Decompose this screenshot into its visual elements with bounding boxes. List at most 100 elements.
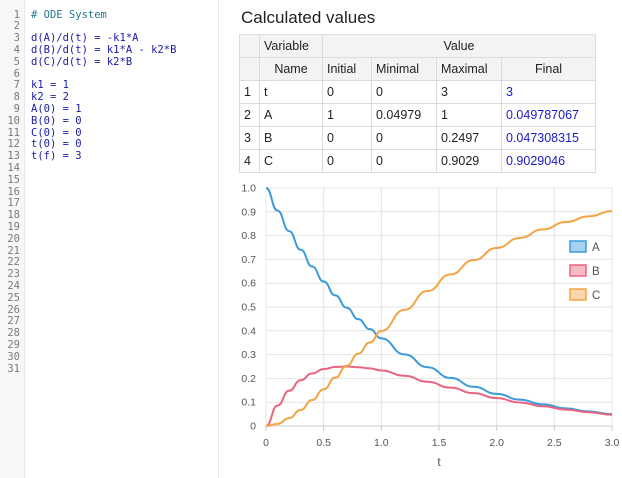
line-number: 7 (13, 79, 20, 92)
header-final: Final (501, 57, 596, 81)
editor-line[interactable]: 8 k2 = 2 (0, 91, 218, 104)
editor-line[interactable]: 4 d(B)/d(t) = k1*A - k2*B (0, 43, 218, 57)
editor-line[interactable]: 2 (0, 20, 218, 33)
editor-line[interactable]: 31 (0, 362, 218, 376)
editor-line[interactable]: 24 (0, 279, 218, 293)
series-line-B (265, 365, 613, 427)
cell-idx: 1 (239, 80, 260, 104)
line-number: 26 (7, 303, 20, 316)
header-initial: Initial (322, 57, 372, 81)
code-editor[interactable]: 1 # ODE System 2 3 d(A)/d(t) = -k1*A 4 d(B)/d(… (0, 0, 219, 478)
results-panel: Calculated values Variable Value Name In… (224, 0, 622, 478)
line-number: 27 (7, 315, 20, 328)
table-row: 2 A 1 0.04979 1 0.049787067 (239, 103, 596, 127)
editor-line[interactable]: 18 (0, 209, 218, 222)
header-variable: Variable (259, 34, 323, 58)
line-number: 6 (13, 67, 20, 80)
cell-idx: 4 (239, 149, 260, 173)
editor-line[interactable]: 21 (0, 244, 218, 258)
line-code: t(f) = 3 (31, 150, 82, 163)
editor-line[interactable]: 6 (0, 67, 218, 81)
cell-name: B (259, 126, 323, 150)
y-tick-label: 0.7 (241, 254, 256, 266)
line-number: 25 (7, 291, 20, 304)
header-value: Value (322, 34, 596, 58)
editor-line[interactable]: 15 (0, 174, 218, 187)
line-number: 12 (7, 138, 20, 151)
line-number: 14 (7, 161, 20, 174)
editor-line[interactable]: 16 (0, 185, 218, 199)
editor-line[interactable]: 1 # ODE System (0, 8, 218, 22)
editor-line[interactable]: 29 (0, 338, 218, 352)
header-name: Name (259, 57, 323, 81)
line-number-gutter (0, 0, 25, 478)
line-code: d(C)/d(t) = k2*B (31, 55, 133, 68)
editor-line[interactable]: 22 (0, 256, 218, 269)
editor-line[interactable]: 26 (0, 303, 218, 317)
line-code: d(B)/d(t) = k1*A - k2*B (31, 43, 177, 56)
line-code: k1 = 1 (31, 79, 69, 92)
editor-line[interactable]: 9 A(0) = 1 (0, 103, 218, 116)
legend-swatch-A[interactable] (569, 240, 587, 253)
legend-swatch-B[interactable] (569, 264, 587, 277)
y-tick-label: 0.4 (241, 325, 256, 337)
results-title: Calculated values (241, 8, 376, 27)
editor-line[interactable]: 10 B(0) = 0 (0, 114, 218, 128)
legend-label-C[interactable]: C (592, 290, 600, 302)
line-code: # ODE System (31, 8, 107, 21)
y-tick-label: 0.1 (241, 397, 256, 409)
x-tick-label: 3.0 (605, 437, 620, 449)
cell-final: 0.9029046 (501, 149, 596, 173)
line-number: 2 (13, 20, 20, 33)
line-number: 16 (7, 185, 20, 198)
editor-line[interactable]: 19 (0, 221, 218, 234)
cell-minimal: 0.04979 (371, 103, 437, 127)
cell-final: 3 (501, 80, 596, 104)
line-number: 10 (7, 114, 20, 127)
line-number: 23 (7, 268, 20, 281)
editor-line[interactable]: 25 (0, 291, 218, 305)
cell-maximal: 3 (436, 80, 502, 104)
editor-line[interactable]: 11 C(0) = 0 (0, 126, 218, 140)
calculated-values-table: Variable Value Name Initial Minimal Maxi… (239, 34, 596, 173)
y-tick-label: 0.9 (241, 206, 256, 218)
cell-initial: 0 (322, 126, 372, 150)
editor-line[interactable]: 28 (0, 327, 218, 340)
line-number: 21 (7, 244, 20, 257)
chart-series (265, 187, 613, 427)
y-tick-label: 0 (250, 421, 256, 433)
editor-line[interactable]: 3 d(A)/d(t) = -k1*A (0, 32, 218, 45)
editor-line[interactable]: 12 t(0) = 0 (0, 138, 218, 151)
y-tick-label: 0.3 (241, 349, 256, 361)
line-number: 5 (13, 55, 20, 68)
editor-line[interactable]: 20 (0, 232, 218, 246)
editor-line[interactable]: 30 (0, 351, 218, 364)
editor-line[interactable]: 5 d(C)/d(t) = k2*B (0, 55, 218, 69)
cell-maximal: 0.9029 (436, 149, 502, 173)
legend-label-B[interactable]: B (592, 266, 600, 278)
line-number: 17 (7, 197, 20, 210)
editor-line[interactable]: 27 (0, 315, 218, 328)
y-tick-label: 0.8 (241, 230, 256, 242)
x-axis-title: t (437, 455, 441, 469)
legend-swatch-C[interactable] (569, 288, 587, 301)
y-tick-label: 0.2 (241, 373, 256, 385)
header-index-blank-2 (239, 57, 260, 81)
cell-minimal: 0 (371, 149, 437, 173)
y-tick-label: 1.0 (241, 183, 256, 195)
editor-line[interactable]: 23 (0, 268, 218, 281)
legend-label-A[interactable]: A (592, 242, 600, 254)
line-number: 24 (7, 279, 20, 292)
chart-legend[interactable]: ABC (569, 240, 600, 302)
x-tick-label: 1.0 (374, 437, 389, 449)
editor-line[interactable]: 14 (0, 161, 218, 175)
line-number: 31 (7, 362, 20, 375)
editor-line[interactable]: 7 k1 = 1 (0, 79, 218, 92)
editor-line[interactable]: 13 t(f) = 3 (0, 150, 218, 163)
line-number: 11 (7, 126, 20, 139)
editor-line[interactable]: 17 (0, 197, 218, 210)
line-number: 20 (7, 232, 20, 245)
line-number: 29 (7, 338, 20, 351)
line-number: 3 (13, 32, 20, 45)
